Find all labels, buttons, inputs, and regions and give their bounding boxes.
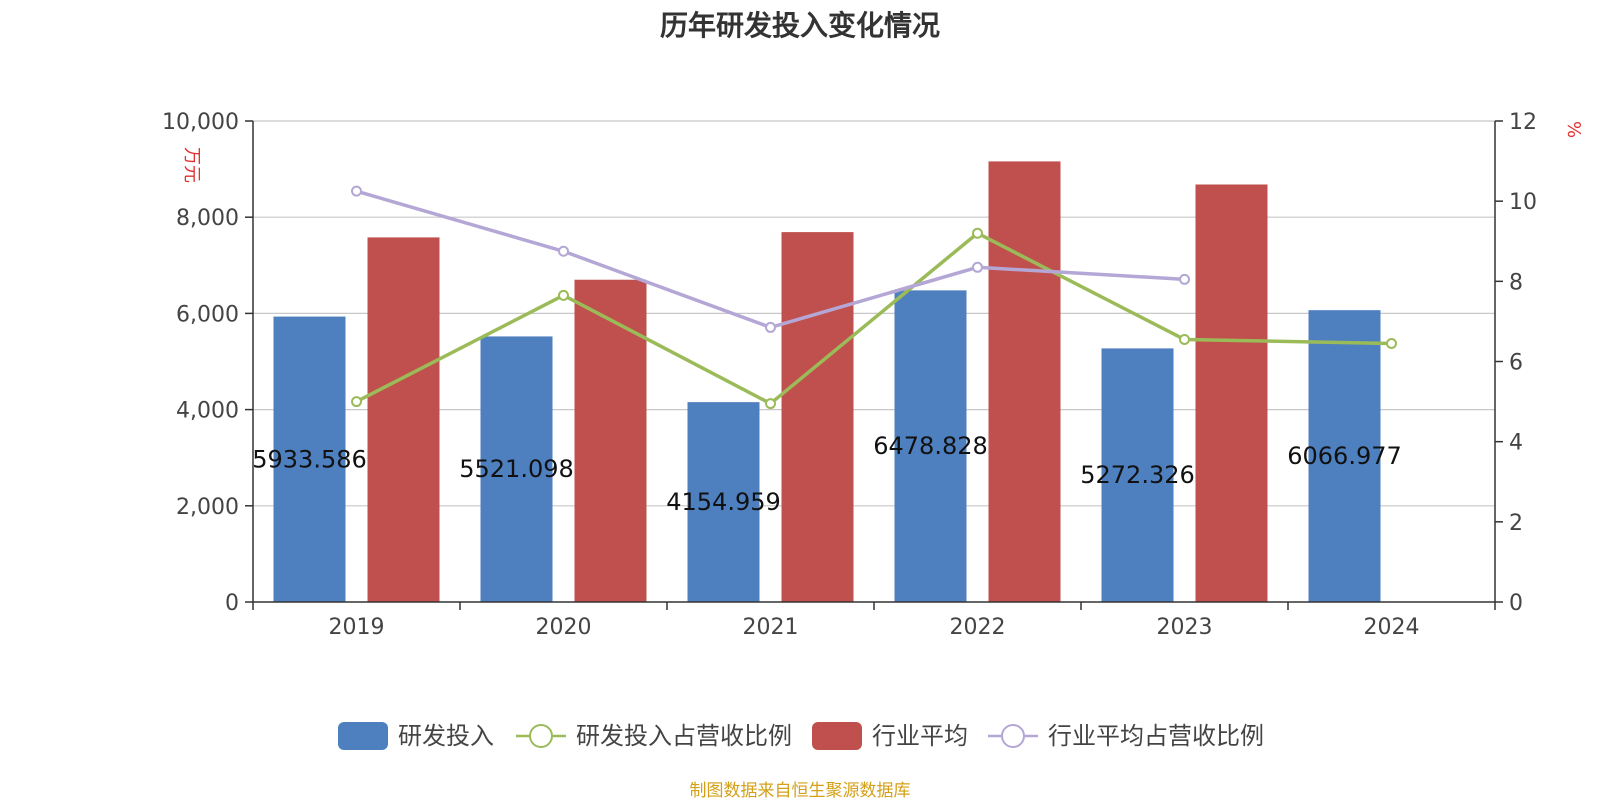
lines: [351, 185, 1397, 410]
right-tick-label: 10: [1509, 190, 1537, 215]
source-note: 制图数据来自恒生聚源数据库: [689, 781, 911, 801]
line-point: [972, 261, 983, 273]
line-point: [765, 321, 776, 333]
line-point: [972, 227, 983, 239]
bar: [1195, 184, 1268, 602]
x-tick-label: 2021: [743, 615, 799, 640]
line-point: [765, 398, 776, 410]
right-tick-label: 0: [1509, 591, 1523, 616]
bar-data-label: 6478.828: [873, 432, 988, 460]
legend: 研发投入 研发投入占营收比例 行业平均 行业平均占营收比例: [338, 722, 1264, 750]
bar-data-label: 4154.959: [666, 488, 781, 516]
bar: [1308, 310, 1381, 602]
left-tick-label: 10,000: [162, 110, 239, 135]
line-point: [1386, 337, 1397, 349]
right-axis-unit: %: [1563, 121, 1584, 138]
bar: [894, 290, 967, 602]
line-point: [351, 396, 362, 408]
bar: [781, 232, 854, 602]
left-tick-label: 2,000: [176, 495, 239, 520]
line-point: [1179, 273, 1190, 285]
x-tick-label: 2019: [329, 615, 385, 640]
bar: [988, 161, 1061, 603]
bar-data-label: 6066.977: [1287, 442, 1402, 470]
right-tick-label: 2: [1509, 511, 1523, 536]
line-point: [558, 289, 569, 301]
right-tick-label: 8: [1509, 270, 1523, 295]
legend-swatch: [812, 722, 862, 750]
legend-label: 研发投入: [398, 722, 494, 750]
x-tick-label: 2022: [950, 615, 1006, 640]
x-tick-label: 2020: [536, 615, 592, 640]
left-tick-label: 8,000: [176, 206, 239, 231]
bar: [273, 316, 346, 602]
data-labels: 5933.586 5521.098 4154.959 6478.828 5272.326…: [252, 432, 1402, 516]
bars: [273, 161, 1381, 603]
legend-swatch: [338, 722, 388, 750]
grid-lines: [253, 120, 1495, 507]
line-point: [1179, 333, 1190, 345]
x-tick-label: 2023: [1157, 615, 1213, 640]
legend-label: 行业平均: [872, 722, 968, 750]
bar-data-label: 5521.098: [459, 455, 574, 483]
bar: [480, 336, 553, 602]
bar: [574, 279, 647, 602]
right-tick-label: 6: [1509, 351, 1523, 376]
series-line: [355, 231, 1392, 406]
x-tick-label: 2024: [1364, 615, 1420, 640]
chart-title: 历年研发投入变化情况: [659, 9, 940, 42]
right-tick-label: 4: [1509, 431, 1523, 456]
right-tick-label: 12: [1509, 110, 1537, 135]
left-tick-label: 6,000: [176, 302, 239, 327]
legend-marker: [1001, 724, 1025, 748]
bar: [367, 237, 440, 603]
bar: [687, 402, 760, 602]
legend-label: 行业平均占营收比例: [1048, 722, 1264, 750]
axes: 0 2,000 4,000 6,000 8,000 10,000 0 2 4 6 8 10 12 万元% 2…: [162, 110, 1584, 640]
bar-data-label: 5933.586: [252, 445, 367, 473]
left-tick-label: 4,000: [176, 399, 239, 424]
bar: [1101, 348, 1174, 602]
line-point: [351, 185, 362, 197]
legend-label: 研发投入占营收比例: [576, 722, 792, 750]
line-point: [558, 245, 569, 257]
legend-marker: [529, 724, 553, 748]
left-axis-unit: 万元: [181, 147, 202, 183]
bar-data-label: 5272.326: [1080, 461, 1195, 489]
left-tick-label: 0: [225, 591, 239, 616]
